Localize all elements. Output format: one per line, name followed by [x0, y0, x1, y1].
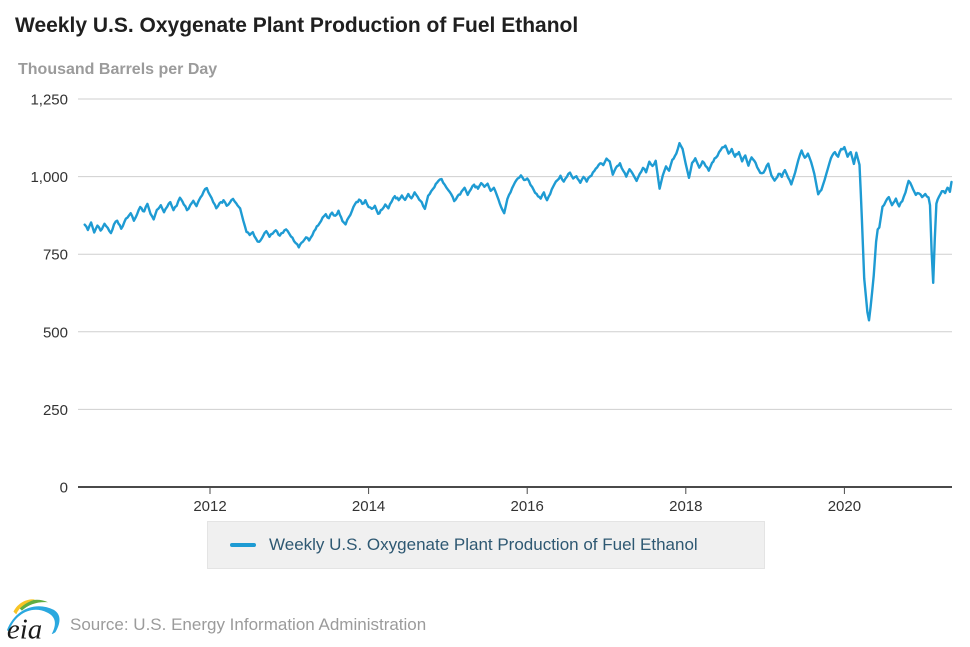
y-tick-label: 750 — [43, 247, 68, 264]
eia-logo-yellow-leaf — [13, 599, 35, 615]
x-tick-label: 2012 — [193, 498, 226, 515]
x-tick-label: 2020 — [828, 498, 861, 515]
source-attribution: Source: U.S. Energy Information Administ… — [70, 615, 427, 634]
legend-item-label[interactable]: Weekly U.S. Oxygenate Plant Production o… — [269, 535, 698, 554]
y-tick-label: 500 — [43, 324, 68, 341]
series-line-weekly-ethanol-production[interactable] — [83, 141, 953, 322]
y-tick-label: 1,000 — [30, 169, 68, 186]
eia-logo-blue-arc — [6, 606, 60, 634]
legend-line-swatch — [230, 543, 256, 547]
legend[interactable]: Weekly U.S. Oxygenate Plant Production o… — [207, 521, 765, 569]
y-axis-unit-label: Thousand Barrels per Day — [18, 61, 218, 78]
y-tick-label: 1,250 — [30, 92, 68, 109]
eia-logo: eia — [6, 599, 60, 645]
page-title: Weekly U.S. Oxygenate Plant Production o… — [15, 14, 579, 37]
y-tick-label: 250 — [43, 402, 68, 419]
x-tick-label: 2016 — [511, 498, 544, 515]
eia-logo-text: eia — [7, 614, 42, 645]
x-tick-label: 2018 — [669, 498, 702, 515]
x-tick-label: 2014 — [352, 498, 385, 515]
y-tick-label: 0 — [60, 480, 68, 497]
